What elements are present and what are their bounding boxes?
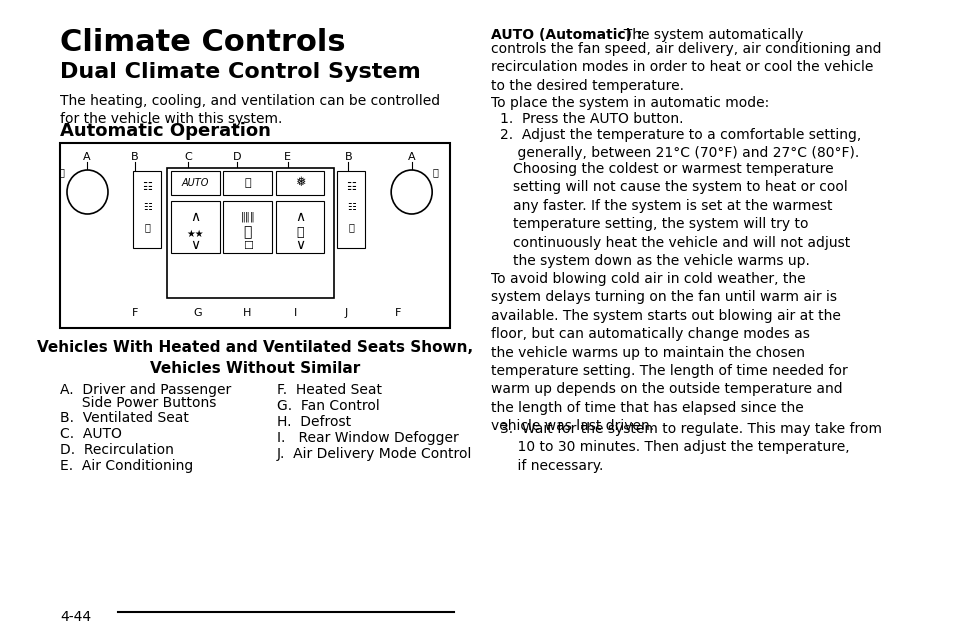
Text: E.  Air Conditioning: E. Air Conditioning [60, 459, 193, 473]
Text: C.  AUTO: C. AUTO [60, 427, 122, 441]
Text: J: J [344, 308, 348, 318]
Text: ☷: ☷ [346, 202, 355, 212]
Text: I: I [294, 308, 296, 318]
Text: ∧: ∧ [191, 210, 200, 224]
Text: E: E [284, 152, 291, 162]
Text: Vehicles With Heated and Ventilated Seats Shown,
Vehicles Without Similar: Vehicles With Heated and Ventilated Seat… [37, 340, 473, 376]
Text: ‖‖‖: ‖‖‖ [240, 212, 254, 222]
Text: H.  Defrost: H. Defrost [276, 415, 351, 429]
Text: ❅: ❅ [294, 177, 305, 189]
Text: G.  Fan Control: G. Fan Control [276, 399, 379, 413]
Text: ∨: ∨ [191, 238, 200, 252]
FancyBboxPatch shape [172, 171, 219, 195]
Text: F: F [132, 308, 138, 318]
FancyBboxPatch shape [336, 171, 365, 248]
FancyBboxPatch shape [167, 168, 334, 298]
Circle shape [67, 170, 108, 214]
Text: AUTO (Automatic) :: AUTO (Automatic) : [491, 28, 641, 42]
Text: F.  Heated Seat: F. Heated Seat [276, 383, 381, 397]
Text: ☷: ☷ [142, 182, 152, 192]
Text: controls the fan speed, air delivery, air conditioning and
recirculation modes i: controls the fan speed, air delivery, ai… [491, 42, 881, 93]
Text: ⏻: ⏻ [432, 167, 437, 177]
Text: Dual Climate Control System: Dual Climate Control System [60, 62, 421, 82]
Text: D.  Recirculation: D. Recirculation [60, 443, 174, 457]
Text: ⏻: ⏻ [58, 167, 64, 177]
Text: ☷: ☷ [143, 202, 152, 212]
Text: B: B [344, 152, 352, 162]
Text: To place the system in automatic mode:: To place the system in automatic mode: [491, 96, 768, 110]
Text: Automatic Operation: Automatic Operation [60, 122, 271, 140]
FancyBboxPatch shape [133, 171, 161, 248]
Text: I.   Rear Window Defogger: I. Rear Window Defogger [276, 431, 457, 445]
Text: A.  Driver and Passenger: A. Driver and Passenger [60, 383, 232, 397]
FancyBboxPatch shape [60, 143, 450, 328]
Text: 🚗: 🚗 [244, 178, 251, 188]
Text: ☷: ☷ [346, 182, 355, 192]
Text: 3.  Wait for the system to regulate. This may take from
    10 to 30 minutes. Th: 3. Wait for the system to regulate. This… [499, 422, 882, 473]
Text: C: C [184, 152, 192, 162]
Text: 🔥: 🔥 [144, 222, 150, 232]
FancyBboxPatch shape [223, 201, 272, 253]
Text: D: D [233, 152, 241, 162]
FancyBboxPatch shape [275, 171, 324, 195]
FancyBboxPatch shape [172, 201, 219, 253]
Text: F: F [395, 308, 400, 318]
Text: 1.  Press the AUTO button.: 1. Press the AUTO button. [499, 112, 683, 126]
Text: J.  Air Delivery Mode Control: J. Air Delivery Mode Control [276, 447, 472, 461]
Text: 2.  Adjust the temperature to a comfortable setting,
    generally, between 21°C: 2. Adjust the temperature to a comfortab… [499, 128, 861, 160]
Text: The system automatically: The system automatically [614, 28, 802, 42]
Text: ∨: ∨ [294, 238, 305, 252]
FancyBboxPatch shape [275, 201, 324, 253]
Text: ⧆: ⧆ [243, 225, 252, 239]
Text: H: H [242, 308, 251, 318]
Text: 🔥: 🔥 [348, 222, 354, 232]
Text: ☐: ☐ [242, 241, 253, 251]
Text: B.  Ventilated Seat: B. Ventilated Seat [60, 411, 189, 425]
Text: A: A [408, 152, 416, 162]
Text: 4-44: 4-44 [60, 610, 91, 624]
Text: The heating, cooling, and ventilation can be controlled
for the vehicle with thi: The heating, cooling, and ventilation ca… [60, 94, 440, 126]
Text: Side Power Buttons: Side Power Buttons [60, 396, 216, 410]
Circle shape [391, 170, 432, 214]
Text: ∧: ∧ [294, 210, 305, 224]
Text: A: A [83, 152, 91, 162]
Text: ★★: ★★ [187, 229, 204, 239]
FancyBboxPatch shape [223, 171, 272, 195]
Text: 🧍: 🧍 [295, 225, 303, 239]
Text: To avoid blowing cold air in cold weather, the
system delays turning on the fan : To avoid blowing cold air in cold weathe… [491, 272, 846, 433]
Text: B: B [132, 152, 139, 162]
Text: Climate Controls: Climate Controls [60, 28, 346, 57]
Text: Choosing the coldest or warmest temperature
setting will not cause the system to: Choosing the coldest or warmest temperat… [513, 162, 849, 268]
Text: AUTO: AUTO [182, 178, 209, 188]
Text: G: G [193, 308, 201, 318]
